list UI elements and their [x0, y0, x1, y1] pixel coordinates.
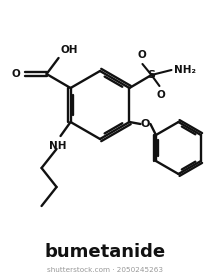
Text: S: S	[147, 70, 155, 80]
Text: OH: OH	[60, 45, 78, 55]
Text: O: O	[12, 69, 21, 79]
Text: bumetanide: bumetanide	[45, 243, 165, 261]
Text: shutterstock.com · 2050245263: shutterstock.com · 2050245263	[47, 267, 163, 273]
Text: O: O	[137, 50, 146, 60]
Text: NH: NH	[49, 141, 66, 151]
Text: O: O	[156, 90, 165, 100]
Text: O: O	[141, 119, 150, 129]
Text: NH₂: NH₂	[175, 65, 196, 75]
